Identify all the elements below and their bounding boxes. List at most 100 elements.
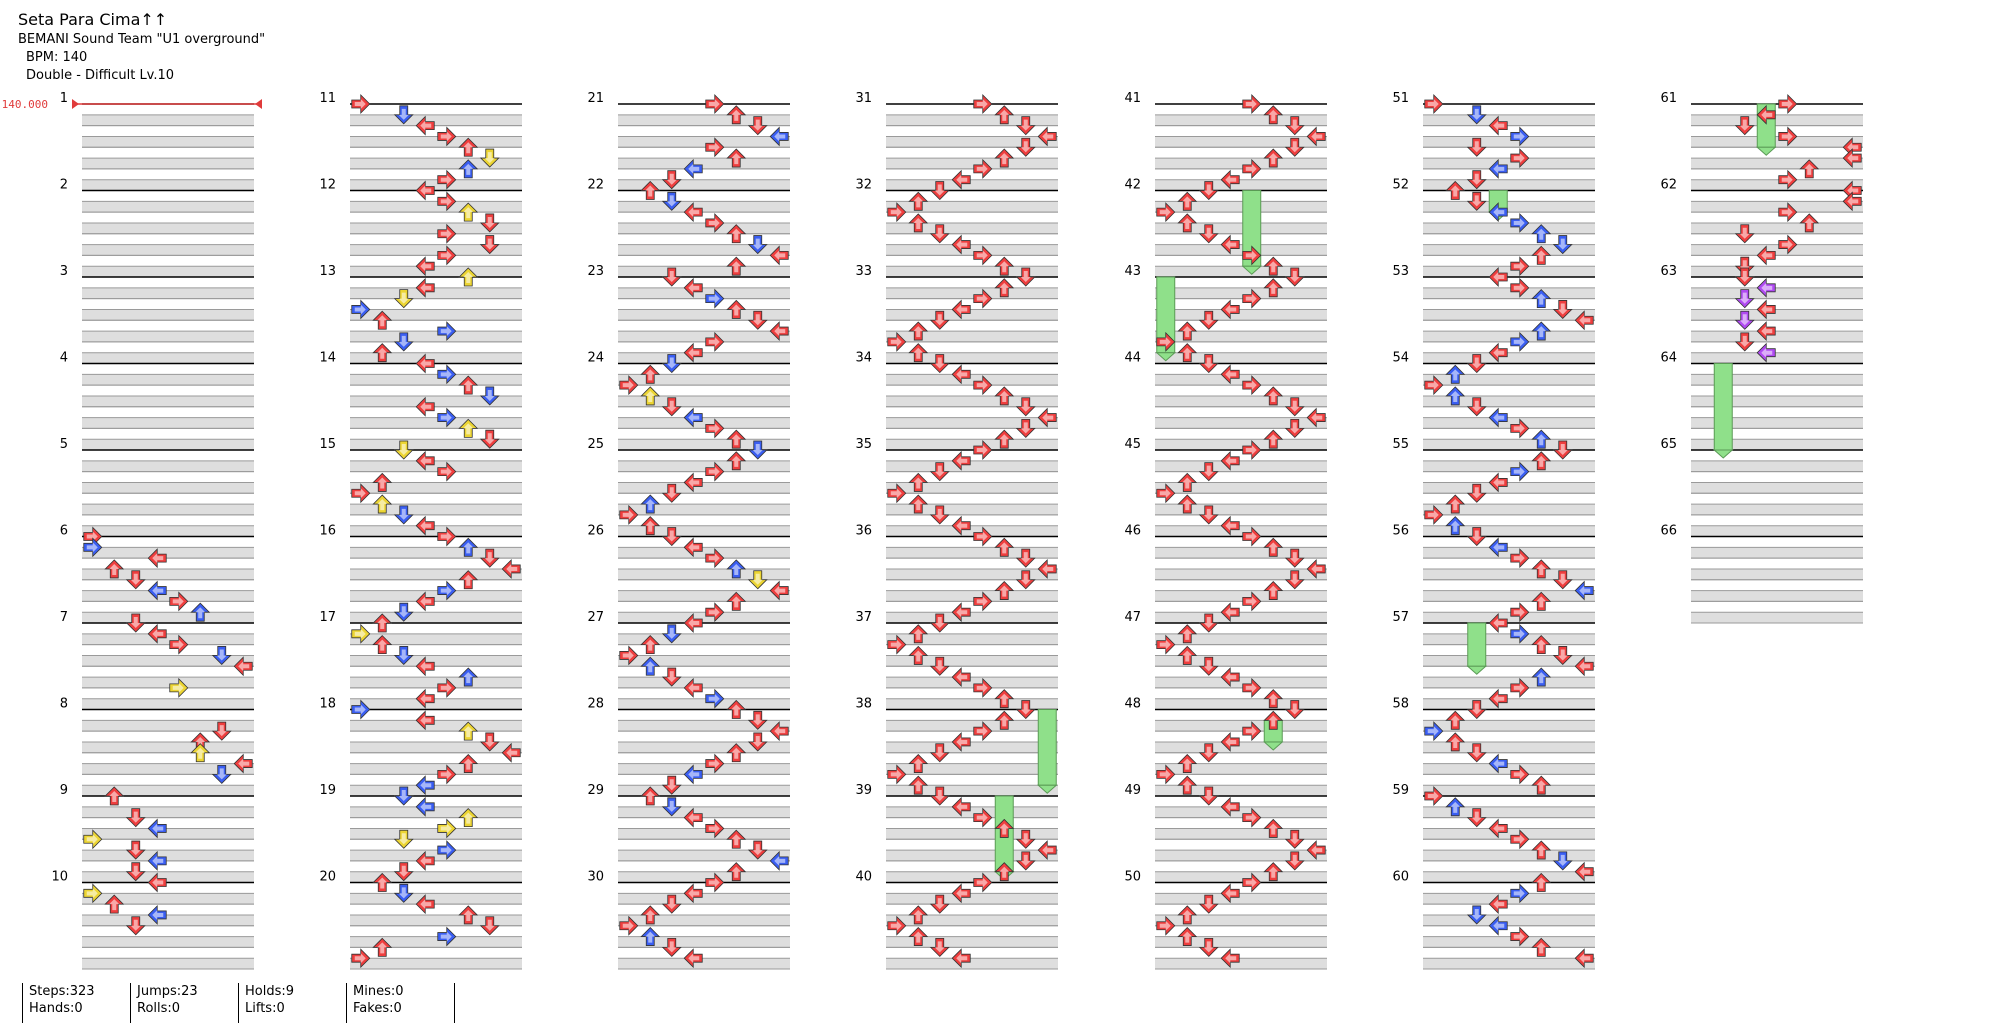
arrow-note (104, 786, 125, 806)
arrow-note (1734, 310, 1755, 330)
measure-number: 19 (319, 783, 336, 798)
arrow-note (661, 797, 682, 817)
arrow-note (147, 904, 167, 925)
arrow-note (125, 570, 146, 590)
measure-42: 42 (1124, 178, 1327, 278)
arrow-note (1488, 158, 1508, 179)
arrow-note (1466, 354, 1487, 374)
arrow-note (1778, 94, 1798, 114)
arrow-note (705, 461, 725, 482)
measure-number: 13 (319, 264, 336, 279)
measure-19: 19 (319, 783, 522, 883)
arrow-note (951, 299, 971, 320)
arrow-note (705, 818, 725, 839)
arrow-note (1220, 796, 1240, 817)
arrow-note (747, 710, 768, 730)
arrow-note (747, 235, 768, 255)
measure-number: 61 (1660, 91, 1677, 106)
arrow-note (169, 677, 189, 698)
measure-number: 16 (319, 524, 336, 539)
arrow-note (1177, 472, 1198, 492)
arrow-note (1531, 635, 1552, 655)
measure-20: 20 (319, 870, 522, 970)
measure-6: 6 (60, 524, 254, 624)
arrow-note (1198, 462, 1219, 482)
arrow-note (1510, 764, 1530, 785)
arrow-note (683, 948, 703, 969)
measure-number: 33 (855, 264, 872, 279)
arrow-note (1263, 862, 1284, 882)
arrow-note (1220, 515, 1240, 536)
arrow-note (973, 591, 993, 612)
arrow-note (887, 634, 907, 655)
measure-number: 27 (587, 610, 604, 625)
arrow-note (415, 256, 435, 277)
bpm-marker: 140.000 (2, 98, 262, 111)
arrow-note (1198, 743, 1219, 763)
measure-number: 9 (60, 783, 68, 798)
arrow-note (1156, 915, 1176, 936)
measure-number: 11 (319, 91, 336, 106)
arrow-note (393, 105, 414, 125)
arrow-note (683, 407, 703, 428)
arrow-note (415, 450, 435, 471)
arrow-note (747, 440, 768, 460)
arrow-note (661, 894, 682, 914)
measure-number: 36 (855, 524, 872, 539)
arrow-note (640, 635, 661, 655)
arrow-note (1756, 277, 1776, 298)
arrow-note (769, 245, 789, 266)
arrow-note (1445, 494, 1466, 514)
measure-number: 2 (60, 178, 68, 193)
arrow-note (1531, 775, 1552, 795)
measure-number: 21 (587, 91, 604, 106)
arrow-note (437, 321, 457, 342)
arrow-note (372, 494, 393, 514)
measure-number: 55 (1392, 437, 1409, 452)
arrow-note (994, 580, 1015, 600)
arrow-note (1156, 764, 1176, 785)
arrow-note (908, 343, 929, 363)
measure-22: 22 (587, 178, 790, 278)
measure-18: 18 (319, 697, 522, 797)
arrow-note (372, 472, 393, 492)
arrow-note (1799, 213, 1820, 233)
arrow-note (994, 537, 1015, 557)
measure-8: 8 (60, 697, 254, 797)
measure-number: 51 (1392, 91, 1409, 106)
arrow-note (705, 602, 725, 623)
measure-16: 16 (319, 524, 522, 624)
song-artist: BEMANI Sound Team "U1 overground" (18, 32, 266, 47)
arrow-note (479, 148, 500, 168)
measure-number: 28 (587, 697, 604, 712)
arrow-note (1242, 677, 1262, 698)
arrow-note (973, 526, 993, 547)
measure-number: 12 (319, 178, 336, 193)
arrow-note (994, 256, 1015, 276)
measure-number: 29 (587, 783, 604, 798)
arrow-note (1799, 159, 1820, 179)
arrow-note (908, 624, 929, 644)
arrow-note (1734, 289, 1755, 309)
arrow-note (1531, 289, 1552, 309)
arrow-note (683, 677, 703, 698)
measure-number: 42 (1124, 178, 1141, 193)
arrow-note (125, 613, 146, 633)
arrow-note (683, 202, 703, 223)
arrow-note (1466, 700, 1487, 720)
arrow-note (1263, 689, 1284, 709)
arrow-note (1242, 158, 1262, 179)
arrow-note (1531, 937, 1552, 957)
arrow-note (479, 429, 500, 449)
arrow-note (973, 288, 993, 309)
measure-61: 61 (1660, 91, 1863, 191)
arrow-note (1552, 646, 1573, 666)
measure-number: 8 (60, 697, 68, 712)
measure-63: 63 (1660, 264, 1863, 364)
arrow-note (415, 396, 435, 417)
arrow-note (747, 570, 768, 590)
arrow-note (1220, 883, 1240, 904)
measure-number: 6 (60, 524, 68, 539)
arrow-note (415, 277, 435, 298)
arrow-note (437, 764, 457, 785)
